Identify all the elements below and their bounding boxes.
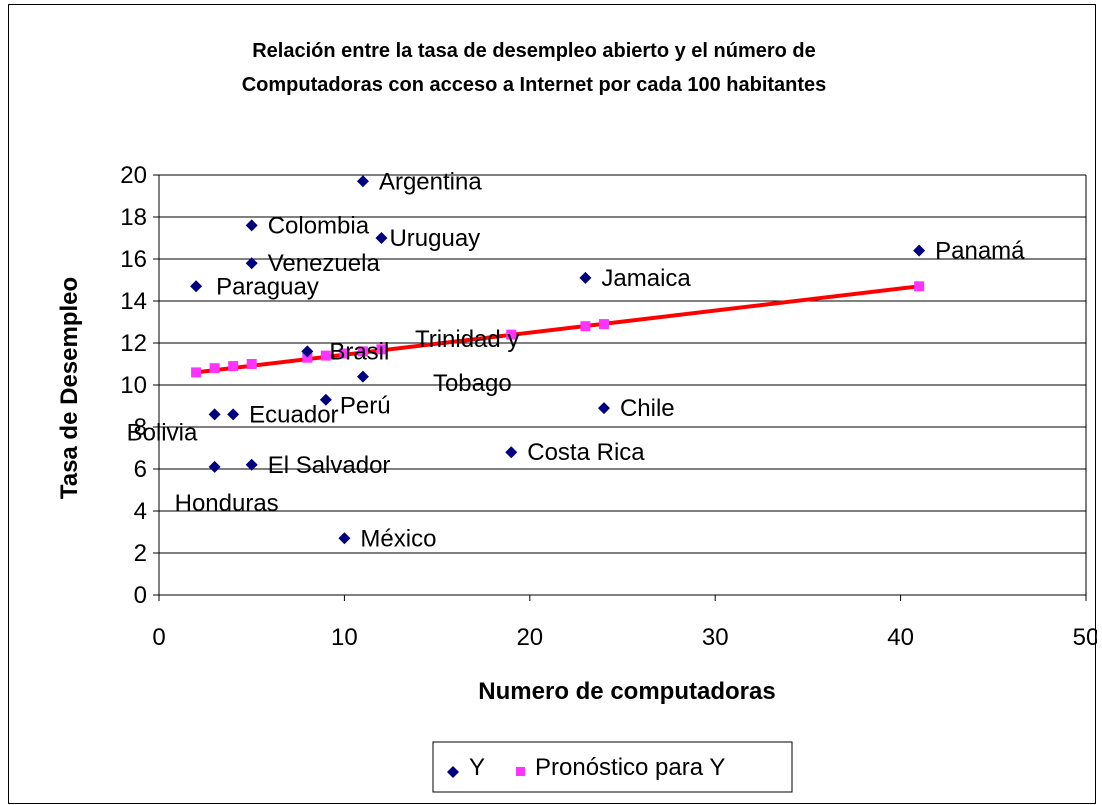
point-label: Trinidad y bbox=[415, 326, 519, 353]
x-axis-title: Numero de computadoras bbox=[478, 678, 775, 705]
data-point bbox=[227, 408, 240, 421]
point-label: Bolivia bbox=[127, 419, 198, 446]
point-label: Venezuela bbox=[268, 250, 381, 277]
point-label: México bbox=[360, 525, 436, 552]
x-tick-label: 40 bbox=[887, 624, 914, 651]
point-label: Brasil bbox=[329, 338, 389, 365]
x-tick-label: 0 bbox=[152, 624, 165, 651]
data-point bbox=[597, 402, 610, 415]
y-tick-label: 10 bbox=[120, 372, 147, 399]
point-label: Ecuador bbox=[249, 401, 338, 428]
forecast-point bbox=[246, 359, 257, 369]
point-label: El Salvador bbox=[268, 452, 391, 479]
data-point bbox=[375, 232, 388, 244]
x-tick-label: 30 bbox=[702, 624, 729, 651]
point-label: Perú bbox=[340, 393, 391, 420]
point-label: Uruguay bbox=[389, 225, 480, 252]
data-point bbox=[338, 532, 351, 545]
scatter-chart: Relación entre la tasa de desempleo abie… bbox=[56, 40, 1097, 793]
y-tick-label: 4 bbox=[134, 498, 147, 525]
legend-diamond-icon bbox=[447, 766, 459, 778]
y-tick-label: 6 bbox=[134, 456, 147, 483]
point-label: Chile bbox=[620, 395, 675, 422]
forecast-point bbox=[339, 348, 350, 359]
y-tick-label: 12 bbox=[120, 330, 147, 357]
x-tick-label: 50 bbox=[1073, 624, 1097, 651]
forecast-point bbox=[357, 346, 368, 357]
forecast-point bbox=[320, 350, 331, 361]
y-tick-label: 14 bbox=[120, 288, 147, 315]
forecast-point bbox=[376, 344, 387, 355]
y-tick-label: 8 bbox=[134, 414, 147, 441]
y-tick-label: 18 bbox=[120, 204, 147, 231]
x-tick-label: 10 bbox=[331, 624, 358, 651]
forecast-point bbox=[302, 352, 313, 363]
forecast-point bbox=[598, 319, 609, 330]
legend-square-icon bbox=[516, 767, 525, 776]
data-point bbox=[319, 393, 332, 406]
y-tick-label: 2 bbox=[134, 540, 147, 567]
data-point bbox=[579, 271, 592, 284]
point-label: Jamaica bbox=[601, 265, 691, 292]
forecast-point bbox=[914, 281, 925, 292]
point-label: Panamá bbox=[935, 238, 1025, 265]
plot-area: 0 2 4 6 8 10 12 14 16 18 20 0 10 20 30 40 50 Argentina Col… bbox=[120, 162, 1097, 651]
legend: Y Pronóstico para Y bbox=[432, 741, 793, 793]
legend-box bbox=[432, 741, 793, 793]
data-point bbox=[208, 460, 221, 473]
y-tick-label: 16 bbox=[120, 246, 147, 273]
forecast-point bbox=[506, 329, 517, 340]
point-label: Paraguay bbox=[216, 273, 319, 300]
point-label: Honduras bbox=[175, 490, 279, 517]
point-label: Tobago bbox=[433, 370, 512, 397]
data-point bbox=[505, 446, 518, 459]
trend-line bbox=[195, 284, 920, 375]
forecast-point bbox=[191, 367, 202, 378]
y-tick-label: 0 bbox=[134, 582, 147, 609]
point-label: Costa Rica bbox=[527, 439, 645, 466]
data-point bbox=[245, 458, 258, 471]
forecast-point bbox=[228, 361, 239, 372]
y-tick-label: 20 bbox=[120, 162, 147, 189]
forecast-point bbox=[580, 321, 591, 332]
data-point bbox=[190, 280, 203, 293]
point-label: Argentina bbox=[379, 168, 482, 195]
y-axis-title: Tasa de Desempleo bbox=[56, 277, 83, 499]
data-point bbox=[245, 219, 258, 232]
chart-frame: Relación entre la tasa de desempleo abie… bbox=[8, 4, 1097, 804]
data-point bbox=[301, 345, 314, 358]
legend-label-y: Y bbox=[469, 754, 485, 781]
chart-title-line-2: Computadoras con acceso a Internet por c… bbox=[242, 74, 827, 96]
data-point bbox=[913, 244, 926, 257]
point-label: Colombia bbox=[268, 212, 370, 239]
legend-label-forecast: Pronóstico para Y bbox=[535, 754, 725, 781]
data-point bbox=[356, 175, 369, 188]
data-point bbox=[245, 257, 258, 270]
chart-title-line-1: Relación entre la tasa de desempleo abie… bbox=[252, 40, 816, 62]
data-point bbox=[356, 370, 369, 383]
data-point bbox=[208, 408, 221, 421]
forecast-point bbox=[209, 363, 220, 374]
x-tick-label: 20 bbox=[516, 624, 543, 651]
